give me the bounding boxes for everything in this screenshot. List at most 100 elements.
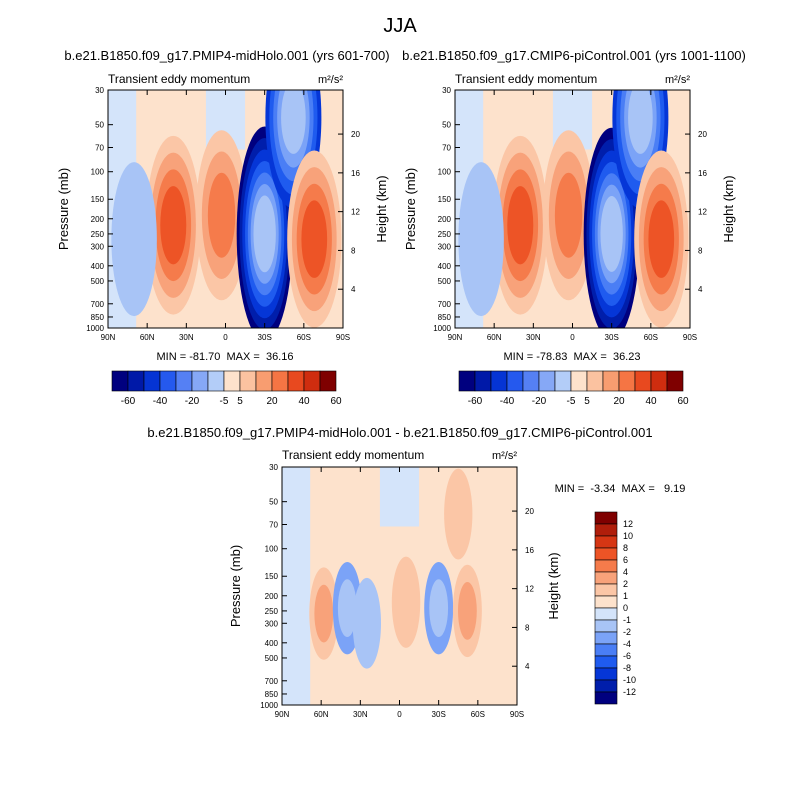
y2-tick-label: 8 bbox=[351, 246, 356, 255]
panel-1-axes: 3050701001502002503004005007008501000481… bbox=[86, 86, 360, 342]
colorbar-box bbox=[594, 547, 618, 561]
y-tick-label: 100 bbox=[438, 168, 452, 177]
colorbar-label: 20 bbox=[613, 396, 625, 407]
contour-level bbox=[352, 577, 382, 669]
panel-3-y2label: Height (km) bbox=[546, 552, 561, 619]
y2-tick-label: 8 bbox=[525, 623, 530, 632]
colorbar-box bbox=[618, 370, 636, 392]
y-tick-label: 50 bbox=[269, 498, 278, 507]
y2-tick-label: 16 bbox=[525, 546, 534, 555]
colorbar-box bbox=[458, 370, 476, 392]
colorbar-label: 8 bbox=[623, 543, 628, 553]
colorbar-label: -5 bbox=[567, 396, 576, 407]
colorbar-label: -20 bbox=[532, 396, 547, 407]
colorbar-box bbox=[287, 370, 305, 392]
panel-1-plot: Transient eddy momentum m²/s² 3050701001… bbox=[56, 72, 389, 407]
colorbar-label: 12 bbox=[623, 519, 633, 529]
colorbar-box bbox=[586, 370, 604, 392]
colorbar-box bbox=[127, 370, 145, 392]
panel-2-plot: Transient eddy momentum m²/s² 3050701001… bbox=[403, 72, 736, 407]
y-tick-label: 30 bbox=[269, 463, 278, 472]
panel-3-title: b.e21.B1850.f09_g17.PMIP4-midHolo.001 - … bbox=[147, 425, 652, 440]
y-tick-label: 1000 bbox=[433, 324, 451, 333]
colorbar-label: 20 bbox=[266, 396, 278, 407]
panel-2-ylabel: Pressure (mb) bbox=[403, 168, 418, 250]
colorbar-box bbox=[319, 370, 337, 392]
colorbar-box bbox=[594, 607, 618, 621]
contour-level bbox=[554, 172, 583, 258]
contour-level bbox=[648, 200, 675, 278]
contour-level bbox=[253, 195, 276, 273]
contour-level bbox=[391, 556, 421, 648]
y-tick-label: 700 bbox=[91, 300, 105, 309]
x-tick-label: 90N bbox=[448, 333, 463, 342]
panel-2-axes: 3050701001502002503004005007008501000481… bbox=[433, 86, 707, 342]
y2-tick-label: 12 bbox=[351, 208, 360, 217]
panel-1-ylabel: Pressure (mb) bbox=[56, 168, 71, 250]
y-tick-label: 500 bbox=[91, 277, 105, 286]
y2-tick-label: 16 bbox=[351, 169, 360, 178]
panel-3-axes: 3050701001502002503004005007008501000481… bbox=[260, 463, 534, 719]
x-tick-label: 30S bbox=[432, 710, 446, 719]
contour-level bbox=[507, 186, 534, 265]
contour-level bbox=[628, 90, 653, 154]
colorbar-label: -60 bbox=[121, 396, 136, 407]
panel-1-colorbar: -60 -40 -20 -5 5 20 40 60 bbox=[111, 370, 342, 407]
colorbar-label: 60 bbox=[330, 396, 342, 407]
colorbar-label: 0 bbox=[623, 603, 628, 613]
contour-level bbox=[600, 195, 623, 272]
y-tick-label: 400 bbox=[265, 639, 279, 648]
contour-level bbox=[429, 579, 449, 638]
x-tick-label: 30S bbox=[605, 333, 619, 342]
colorbar-label: -10 bbox=[623, 675, 636, 685]
colorbar-box bbox=[594, 583, 618, 597]
colorbar-box bbox=[594, 523, 618, 537]
x-tick-label: 60S bbox=[644, 333, 658, 342]
x-tick-label: 60N bbox=[314, 710, 329, 719]
panel-2-subtitle: Transient eddy momentum bbox=[455, 72, 597, 86]
y-tick-label: 250 bbox=[265, 607, 279, 616]
colorbar-box bbox=[602, 370, 620, 392]
panel-3-stats: MIN = -3.34 MAX = 9.19 bbox=[555, 483, 686, 495]
colorbar-box bbox=[594, 691, 618, 705]
colorbar-box bbox=[223, 370, 241, 392]
y-tick-label: 100 bbox=[265, 545, 279, 554]
colorbar-label: 6 bbox=[623, 555, 628, 565]
colorbar-label: 10 bbox=[623, 531, 633, 541]
x-tick-label: 60N bbox=[140, 333, 155, 342]
colorbar-label: -5 bbox=[220, 396, 229, 407]
y-tick-label: 700 bbox=[438, 300, 452, 309]
contour-level bbox=[207, 172, 236, 258]
panel-2-title: b.e21.B1850.f09_g17.CMIP6-piControl.001 … bbox=[402, 48, 746, 63]
y2-tick-label: 4 bbox=[525, 662, 530, 671]
panel-1-title: b.e21.B1850.f09_g17.PMIP4-midHolo.001 (y… bbox=[64, 48, 389, 63]
contour-level bbox=[337, 579, 357, 638]
y-tick-label: 30 bbox=[442, 86, 451, 95]
colorbar-label: -4 bbox=[623, 639, 631, 649]
y-tick-label: 400 bbox=[438, 262, 452, 271]
panel-3-subtitle: Transient eddy momentum bbox=[282, 448, 424, 462]
colorbar-box bbox=[474, 370, 492, 392]
colorbar-box bbox=[594, 655, 618, 669]
x-tick-label: 30S bbox=[258, 333, 272, 342]
y2-tick-label: 20 bbox=[351, 130, 360, 139]
x-tick-label: 0 bbox=[223, 333, 228, 342]
colorbar-box bbox=[594, 667, 618, 681]
y-tick-label: 850 bbox=[438, 313, 452, 322]
y-tick-label: 1000 bbox=[260, 701, 278, 710]
colorbar-box bbox=[271, 370, 289, 392]
figure-title: JJA bbox=[383, 15, 417, 37]
y-tick-label: 300 bbox=[91, 242, 105, 251]
y-tick-label: 70 bbox=[442, 144, 451, 153]
colorbar-box bbox=[594, 631, 618, 645]
panel-1-stats: MIN = -81.70 MAX = 36.16 bbox=[157, 351, 294, 363]
colorbar-label: 40 bbox=[645, 396, 657, 407]
colorbar-box bbox=[666, 370, 684, 392]
panel-3-plot: Transient eddy momentum m²/s² 3050701001… bbox=[228, 448, 685, 719]
x-tick-label: 90S bbox=[683, 333, 697, 342]
panel-1-contour-field bbox=[108, 90, 343, 328]
y2-tick-label: 12 bbox=[525, 585, 534, 594]
colorbar-box bbox=[143, 370, 161, 392]
